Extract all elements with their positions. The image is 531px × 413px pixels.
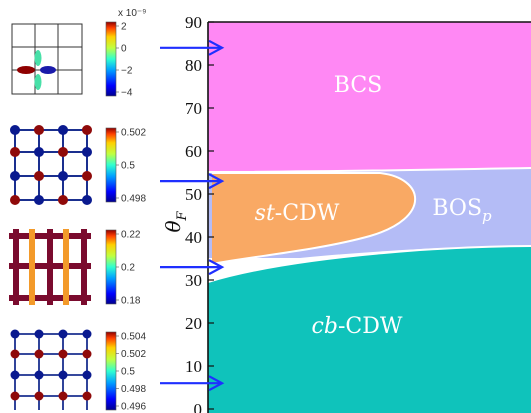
colorbar-exponent: x 10⁻⁹ — [118, 8, 146, 19]
site-dot — [10, 147, 20, 157]
y-tick-label: 40 — [185, 228, 202, 247]
site-dot — [82, 147, 92, 157]
site-dot — [58, 195, 68, 205]
site-dot — [10, 370, 20, 380]
colorbar — [105, 21, 117, 97]
site-dot — [10, 171, 20, 181]
colorbar-tick-label: 0 — [121, 44, 127, 55]
colorbar — [105, 229, 117, 305]
site-dot — [82, 125, 92, 135]
colorbar-tick-label: 0.18 — [121, 296, 141, 307]
phase-plot — [207, 22, 531, 413]
pair-lobe — [40, 66, 56, 74]
colorbar-tick-label: 0.502 — [121, 349, 146, 360]
site-dot — [58, 391, 68, 401]
site-dot — [10, 349, 20, 359]
colorbar-tick-label: 0.2 — [121, 263, 135, 274]
colorbar — [105, 127, 117, 203]
pair-lobe — [34, 74, 42, 90]
site-dot — [82, 329, 92, 339]
region-label-cb-cdw: cb-CDW — [312, 314, 403, 339]
inset-bond-order — [9, 229, 91, 305]
y-tick-label: 90 — [185, 13, 202, 32]
region-label-bcs: BCS — [334, 73, 382, 98]
inset-charge-checkerboard — [10, 125, 92, 205]
colorbar-tick-label: 0.502 — [121, 128, 146, 139]
site-dot — [34, 195, 44, 205]
y-tick-label: 30 — [185, 271, 202, 290]
region-bcs — [208, 22, 531, 172]
site-dot — [34, 125, 44, 135]
site-dot — [58, 370, 68, 380]
site-dot — [10, 329, 20, 339]
site-dot — [58, 349, 68, 359]
colorbar-tick-label: 0.5 — [121, 161, 135, 172]
site-dot — [10, 195, 20, 205]
site-dot — [82, 171, 92, 181]
site-dot — [34, 329, 44, 339]
colorbar-tick-label: 2 — [121, 22, 127, 33]
site-dot — [82, 391, 92, 401]
colorbar-group: 2 0 −2 −4 0.502 0.5 0.498 0.22 0.2 0.18 0.504 0.502… — [105, 21, 146, 413]
boundary-line — [207, 245, 531, 283]
site-dot — [82, 349, 92, 359]
region-cb-cdw — [208, 246, 531, 413]
y-tick-label: 20 — [185, 314, 202, 333]
inset-d-wave-pair — [11, 23, 83, 95]
inset-charge-stripes — [10, 329, 92, 410]
colorbar-tick-label: 0.5 — [121, 367, 135, 378]
site-dot — [58, 147, 68, 157]
region-label-st-cdw: st-CDW — [255, 201, 340, 226]
region-label-bosp: BOSp — [432, 196, 492, 225]
y-tick-label: 80 — [185, 56, 202, 75]
colorbar-tick-label: 0.498 — [121, 194, 146, 205]
y-tick-label: 0 — [194, 400, 203, 413]
site-dot — [34, 349, 44, 359]
y-tick-label: 10 — [185, 357, 202, 376]
site-dot — [82, 195, 92, 205]
site-dot — [10, 125, 20, 135]
pair-lobe — [34, 50, 42, 66]
colorbar-tick-label: 0.504 — [121, 332, 146, 343]
arrow-head — [208, 39, 225, 56]
colorbar-tick-label: 0.22 — [121, 230, 141, 241]
site-dot — [34, 370, 44, 380]
pair-lobe — [17, 66, 35, 74]
y-tick-label: 50 — [185, 185, 202, 204]
y-axis-title: θF — [161, 210, 190, 232]
arrow-head — [208, 259, 225, 276]
site-dot — [82, 370, 92, 380]
colorbar-tick-label: 0.496 — [121, 402, 146, 413]
boundary-line — [211, 172, 416, 265]
region-st-cdw — [212, 173, 416, 264]
arrow-head — [208, 375, 225, 392]
arrow-head — [208, 173, 225, 190]
y-axis: 0 10 20 30 40 50 60 70 80 90 θF — [161, 13, 531, 413]
site-dot — [34, 391, 44, 401]
site-dot — [58, 125, 68, 135]
site-dot — [34, 171, 44, 181]
colorbar-tick-label: −4 — [121, 88, 133, 99]
colorbar-tick-label: 0.498 — [121, 384, 146, 395]
site-dot — [34, 147, 44, 157]
arrow-group — [160, 39, 225, 392]
site-dot — [58, 171, 68, 181]
boundary-line — [207, 167, 531, 173]
y-tick-label: 70 — [185, 99, 202, 118]
y-tick-label: 60 — [185, 142, 202, 161]
colorbar-tick-label: −2 — [121, 66, 133, 77]
colorbar — [105, 331, 117, 411]
site-dot — [58, 329, 68, 339]
site-dot — [10, 391, 20, 401]
